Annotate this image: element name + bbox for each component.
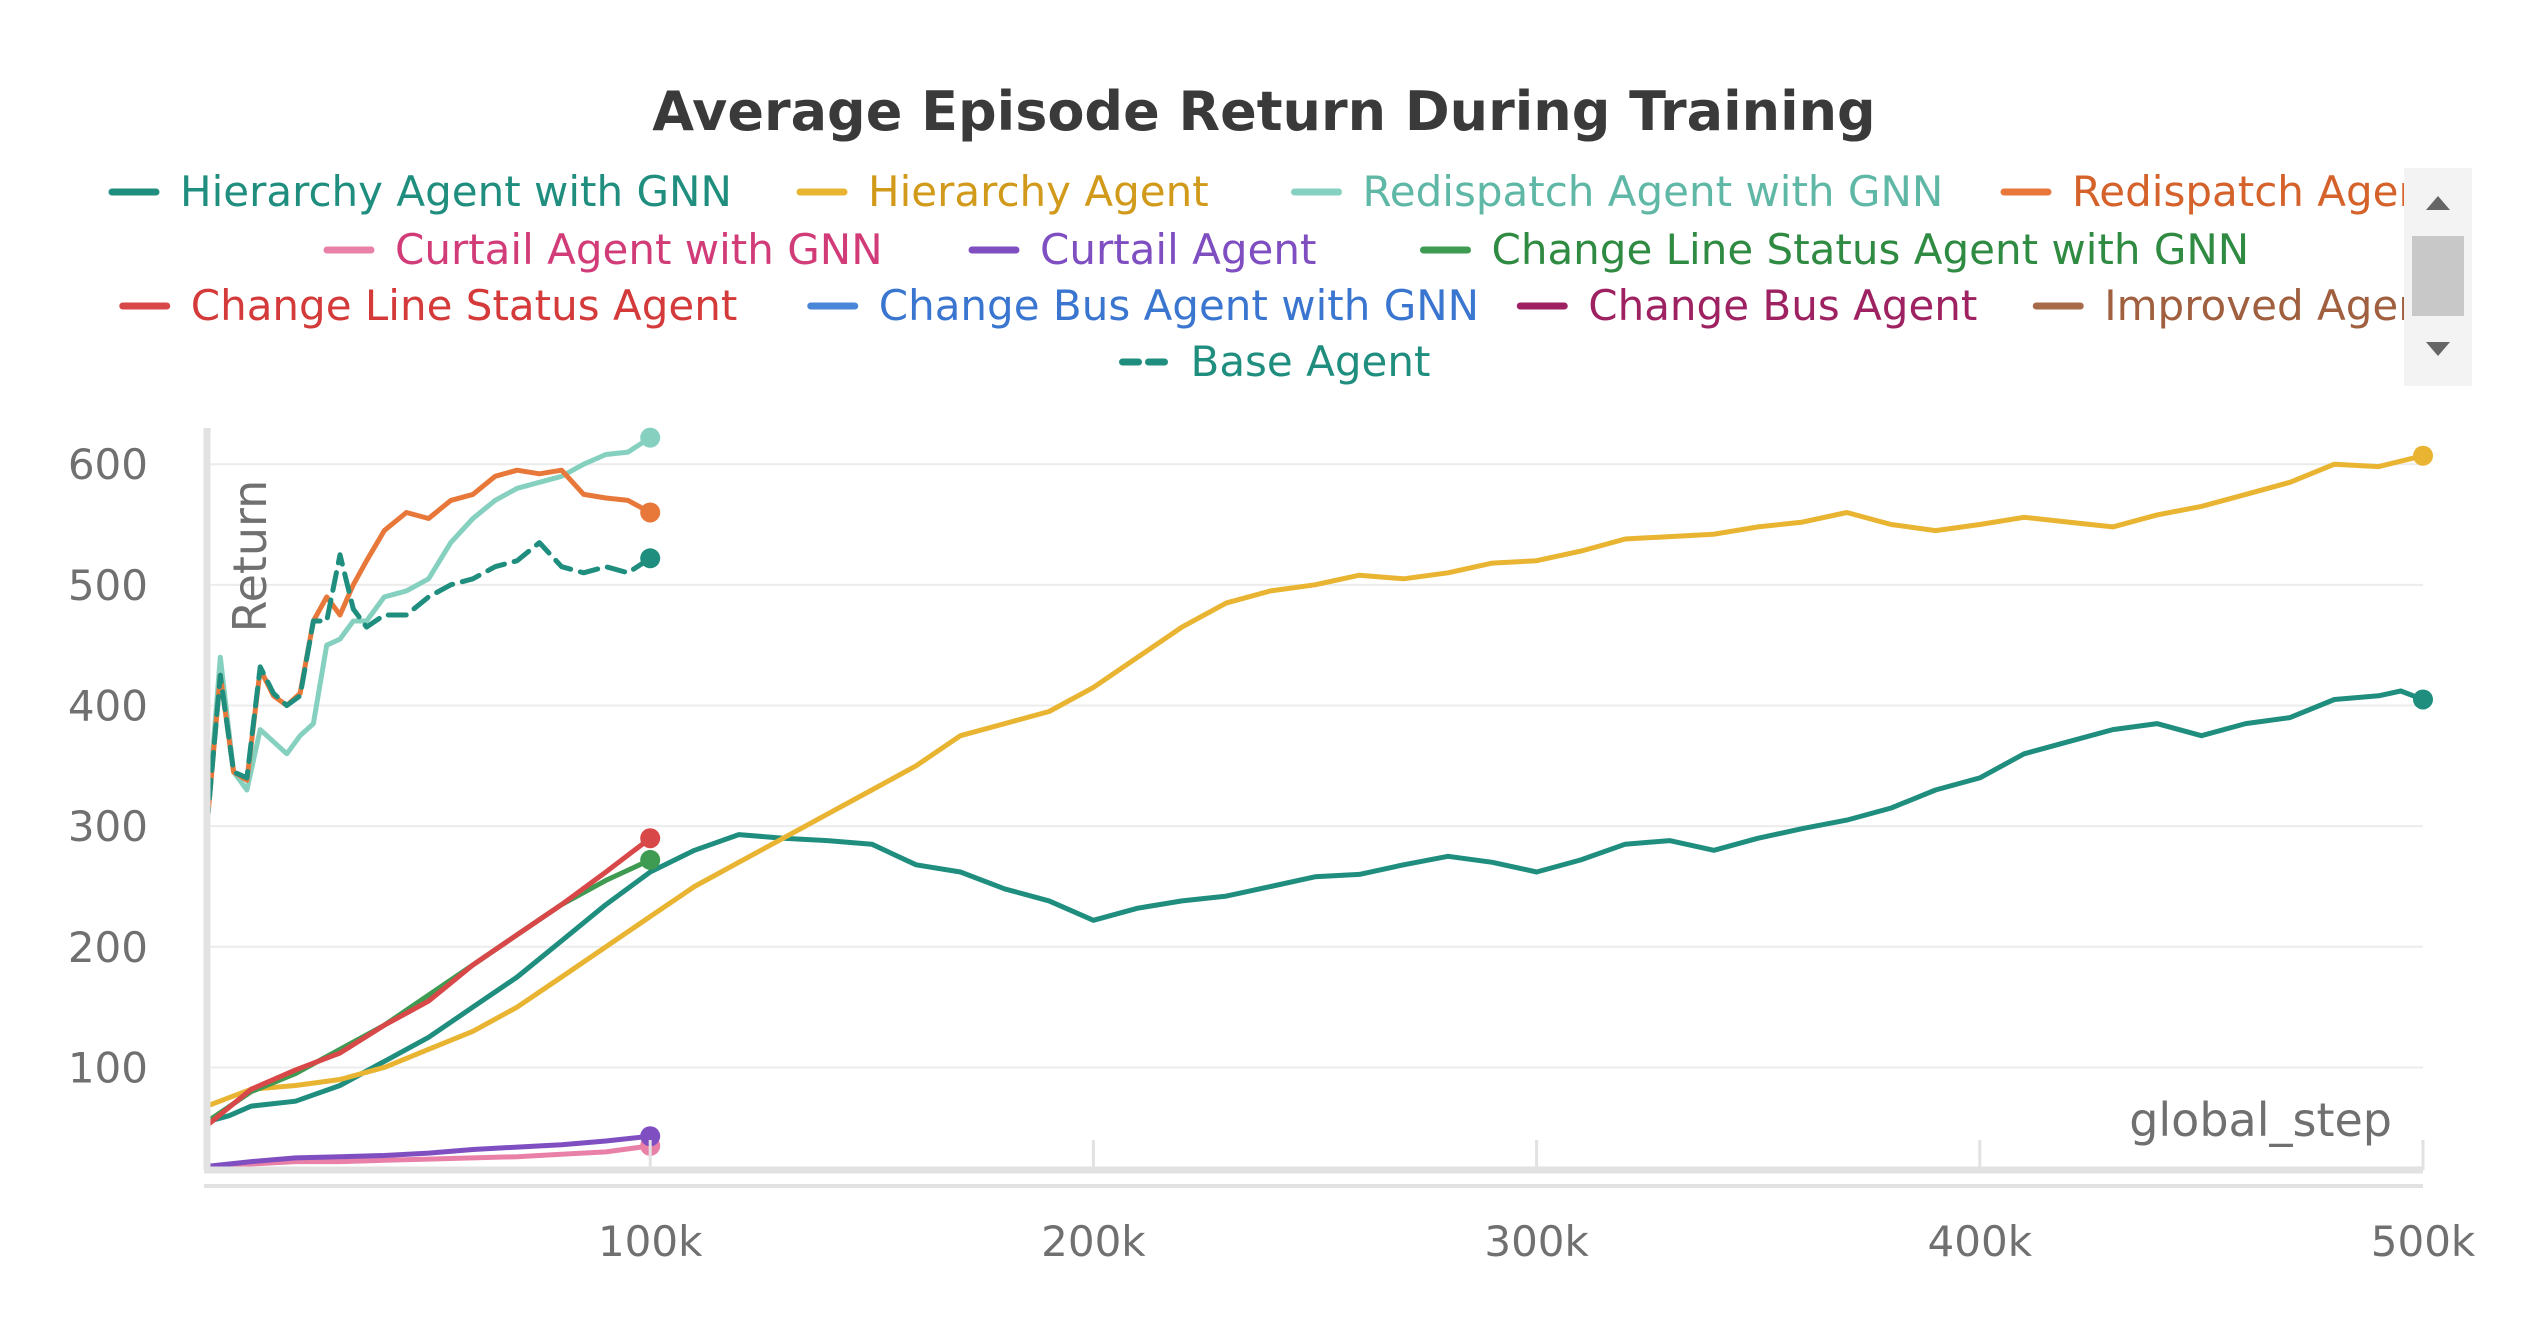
legend-label: Base Agent (1191, 337, 1431, 386)
legend-item[interactable]: Change Line Status Agent with GNN (1420, 225, 2250, 274)
plot-area (204, 427, 2433, 1169)
series-line (204, 857, 653, 1125)
x-tick-label: 400k (1928, 1217, 2033, 1266)
legend-label: Change Line Status Agent with GNN (1492, 225, 2250, 274)
legend-item[interactable]: Redispatch Agent with GNN (1291, 167, 1944, 216)
legend-item[interactable]: Base Agent (1119, 337, 1431, 386)
x-tick-label: 200k (1041, 1217, 1146, 1266)
series-line (204, 435, 653, 829)
legend-label: Hierarchy Agent (868, 167, 1209, 216)
y-tick-label: 100 (68, 1043, 148, 1092)
x-tick-label: 500k (2371, 1217, 2476, 1266)
scroll-up-icon[interactable] (2426, 196, 2450, 210)
y-tick-label: 600 (68, 440, 148, 489)
x-ticks: 100k 200k 300k 400k 500k (598, 1140, 2476, 1266)
series-line (204, 688, 2426, 1125)
legend-item[interactable]: Hierarchy Agent with GNN (108, 167, 732, 216)
legend-item[interactable]: Change Bus Agent (1516, 281, 1977, 330)
x-axis-label: global_step (2129, 1093, 2392, 1147)
legend-item[interactable]: Improved Agent (2032, 281, 2441, 330)
legend-label: Change Bus Agent (1588, 281, 1977, 330)
legend-label: Change Line Status Agent (191, 281, 738, 330)
y-tick-label: 400 (68, 681, 148, 730)
series-line (204, 1133, 653, 1169)
legend-item[interactable]: Change Bus Agent with GNN (807, 281, 1479, 330)
legend-label: Curtail Agent with GNN (395, 225, 883, 274)
legend-label: Redispatch Agent with GNN (1363, 167, 1944, 216)
legend-label: Redispatch Agent (2072, 167, 2442, 216)
y-tick-label: 200 (68, 923, 148, 972)
grid (207, 463, 2423, 1069)
series-endpoint (640, 849, 661, 870)
y-tick-label: 500 (68, 561, 148, 610)
legend-label: Change Bus Agent with GNN (879, 281, 1479, 330)
scroll-down-icon[interactable] (2426, 342, 2450, 356)
x-tick-label: 100k (598, 1217, 703, 1266)
series-line (204, 453, 2426, 1109)
series-endpoint (640, 548, 661, 569)
y-tick-label: 300 (68, 802, 148, 851)
series-endpoint (640, 427, 661, 448)
legend-item[interactable]: Redispatch Agent (2000, 167, 2442, 216)
legend-scroll-thumb[interactable] (2412, 236, 2464, 316)
legend-label: Hierarchy Agent with GNN (180, 167, 732, 216)
legend-item[interactable]: Curtail Agent with GNN (323, 225, 883, 274)
series-endpoint (640, 1126, 661, 1147)
y-ticks: 100 200 300 400 500 600 (68, 440, 148, 1092)
series-endpoint (640, 502, 661, 523)
series-line (204, 1143, 653, 1169)
legend-item[interactable]: Hierarchy Agent (796, 167, 1209, 216)
legend-scrollbar[interactable] (2404, 168, 2472, 386)
series-line (204, 835, 653, 1128)
series-endpoint (640, 828, 661, 849)
legend-item[interactable]: Change Line Status Agent (119, 281, 738, 330)
legend-item[interactable]: Curtail Agent (968, 225, 1316, 274)
y-axis-label: Return (223, 480, 277, 633)
chart-title: Average Episode Return During Training (652, 80, 1875, 143)
legend-label: Improved Agent (2104, 281, 2441, 330)
series-line (204, 540, 653, 829)
legend-label: Curtail Agent (1040, 225, 1316, 274)
series-endpoint (2413, 445, 2433, 466)
series-endpoint (2413, 689, 2433, 710)
legend: Hierarchy Agent with GNN Hierarchy Agent R… (108, 167, 2442, 386)
x-tick-label: 300k (1484, 1217, 1589, 1266)
